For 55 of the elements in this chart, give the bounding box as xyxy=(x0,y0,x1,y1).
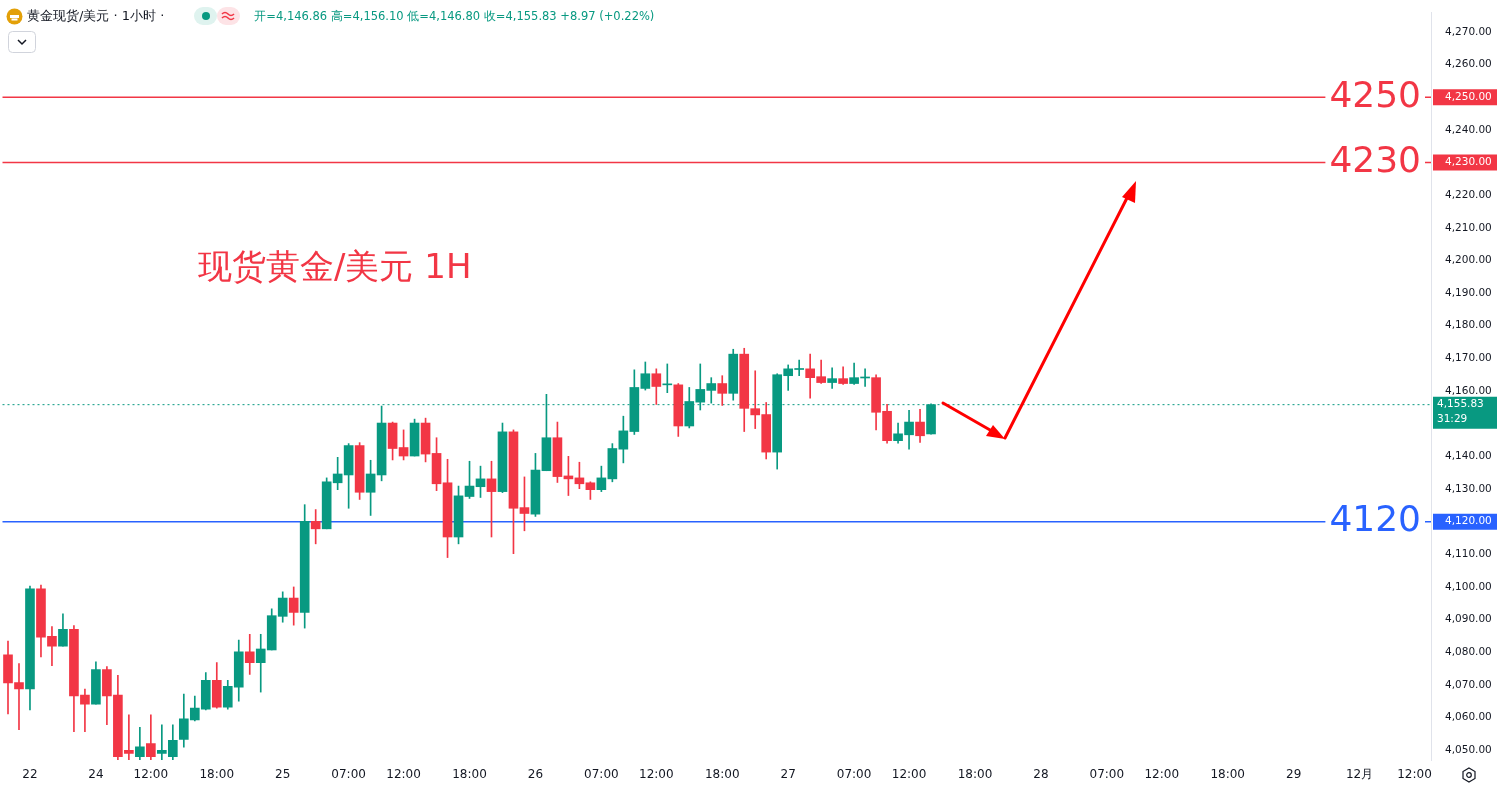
y-tick-label: 4,260.00 xyxy=(1445,57,1492,70)
ref-line-label: 4230 xyxy=(1329,138,1421,180)
x-tick-label: 12:00 xyxy=(386,767,421,782)
x-tick-label: 22 xyxy=(22,767,38,782)
y-tick-label: 4,120.00 xyxy=(1445,514,1492,527)
y-tick-label: 4,180.00 xyxy=(1445,318,1492,331)
y-tick-label: 4,130.00 xyxy=(1445,481,1492,494)
y-tick-label: 4,090.00 xyxy=(1445,612,1492,625)
y-tick-label: 4,070.00 xyxy=(1445,677,1492,690)
x-tick-label: 07:00 xyxy=(331,767,366,782)
x-tick-label: 12月 xyxy=(1345,767,1374,782)
y-tick-label: 4,200.00 xyxy=(1445,253,1492,266)
candlestick xyxy=(310,509,321,545)
x-tick-label: 07:00 xyxy=(836,767,872,782)
x-tick-label: 12:00 xyxy=(1144,767,1180,782)
x-tick-label: 18:00 xyxy=(199,767,235,782)
x-tick-label: 12:00 xyxy=(1397,767,1432,782)
x-tick-label: 07:00 xyxy=(584,767,619,782)
annotation: 现货黄金/美元 1H xyxy=(198,245,472,288)
x-tick-label: 25 xyxy=(275,767,291,782)
candlestick xyxy=(827,367,837,389)
y-tick-label: 4,160.00 xyxy=(1445,383,1492,396)
ref-line-label: 4250 xyxy=(1329,73,1421,115)
x-tick-label: 18:00 xyxy=(1210,767,1246,782)
x-tick-label: 18:00 xyxy=(957,767,993,782)
x-tick-label: 26 xyxy=(527,767,544,782)
y-tick-label: 4,270.00 xyxy=(1445,24,1492,37)
x-tick-label: 12:00 xyxy=(891,767,927,782)
chart-subtitle: 开=4,146.86 高=4,156.10 低=4,146.80 收=4,155.83 +8.97 (+0.22%) xyxy=(254,8,655,24)
y-tick-label: 4,060.00 xyxy=(1445,710,1492,723)
y-tick-label: 4,240.00 xyxy=(1445,122,1492,135)
y-tick-label: 4,210.00 xyxy=(1445,220,1492,233)
x-tick-label: 27 xyxy=(780,767,796,782)
x-tick-label: 12:00 xyxy=(133,767,169,782)
text: 31:29 xyxy=(1437,412,1468,425)
x-tick-label: 07:00 xyxy=(1089,767,1125,782)
y-tick-label: 4,230.00 xyxy=(1445,155,1492,168)
x-tick-label: 24 xyxy=(88,767,104,782)
x-tick-label: 12:00 xyxy=(639,767,674,782)
y-tick-label: 4,080.00 xyxy=(1445,644,1492,657)
chart-title: 黄金现货/美元 · 1小时 · xyxy=(27,7,165,25)
y-tick-label: 4,110.00 xyxy=(1445,547,1492,560)
y-tick-label: 4,250.00 xyxy=(1445,89,1492,102)
y-tick-label: 4,190.00 xyxy=(1445,285,1492,298)
x-tick-label: 18:00 xyxy=(704,767,740,782)
y-tick-label: 4,140.00 xyxy=(1445,449,1492,462)
x-tick-label: 28 xyxy=(1033,767,1049,782)
y-tick-label: 4,100.00 xyxy=(1445,579,1492,592)
y-tick-label: 4,050.00 xyxy=(1445,742,1492,755)
ref-line-label: 4,155.83 xyxy=(1437,397,1484,410)
x-tick-label: 18:00 xyxy=(452,767,487,782)
x-tick-label: 29 xyxy=(1286,767,1302,782)
y-tick-label: 4,170.00 xyxy=(1445,351,1492,364)
y-tick-label: 4,220.00 xyxy=(1445,187,1492,200)
ref-line-label: 4120 xyxy=(1329,498,1421,540)
